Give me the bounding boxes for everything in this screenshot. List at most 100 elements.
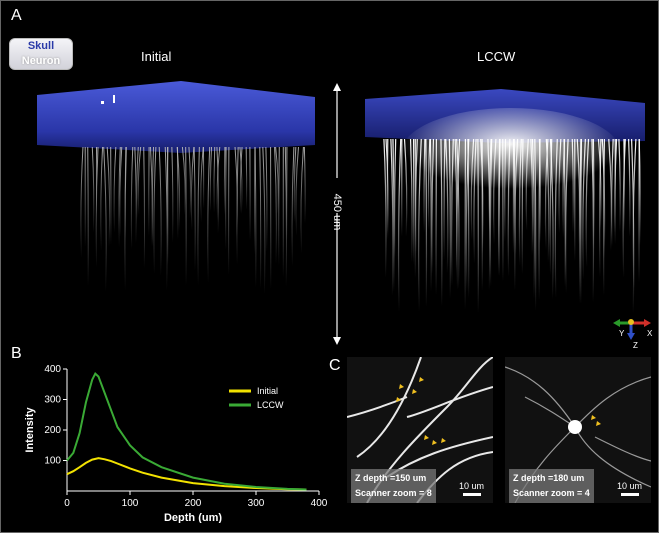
neuron-strand xyxy=(300,146,304,254)
neuron-strand xyxy=(638,138,641,246)
neuron-strand xyxy=(143,146,146,269)
neuron-strand xyxy=(137,146,142,216)
neuron-strand xyxy=(383,138,387,278)
legend-label-initial: Initial xyxy=(257,386,278,396)
neuron-strand xyxy=(80,146,84,258)
initial-volume-svg xyxy=(37,81,315,295)
neuron-strand xyxy=(390,138,394,296)
depth-arrow xyxy=(333,83,341,345)
neuron-strand xyxy=(293,146,297,223)
neuron-strand xyxy=(95,146,99,268)
neuron-strand xyxy=(91,146,95,233)
panel-a-letter: A xyxy=(11,7,22,24)
lccw-title: LCCW xyxy=(477,49,516,64)
axis-z-label: Z xyxy=(633,341,638,349)
neuron-strand xyxy=(632,138,637,289)
inset-right-info: Z depth =180 um Scanner zoom = 4 xyxy=(509,469,594,503)
inset-right-scale-label: 10 um xyxy=(617,481,643,491)
neuron-strand xyxy=(100,146,104,251)
neuron-strand xyxy=(216,146,221,222)
lccw-volume-svg xyxy=(365,89,645,314)
neuron-strand xyxy=(223,146,226,215)
inset-left-info: Z depth =150 um Scanner zoom = 8 xyxy=(351,469,436,503)
neuron-strand xyxy=(295,146,299,236)
neuron-strand xyxy=(166,146,169,237)
neuron-strand xyxy=(239,146,243,214)
axis-y-label: Y xyxy=(619,329,625,338)
initial-title: Initial xyxy=(141,49,172,64)
x-tick-label: 300 xyxy=(248,498,265,509)
neuron-strand xyxy=(236,146,239,265)
neuron-strand xyxy=(254,146,257,288)
neuron-strand xyxy=(303,146,306,224)
neuron-strand xyxy=(278,146,280,266)
legend-neuron: Neuron xyxy=(21,55,61,67)
neuron-strand xyxy=(291,146,295,267)
legend-label-lccw: LCCW xyxy=(257,400,284,410)
axis-x-label: X xyxy=(647,329,653,338)
neuron-strand xyxy=(216,146,219,234)
neuron-strand xyxy=(213,146,216,213)
inset-left-scale-bar xyxy=(463,493,481,496)
neuron-strand xyxy=(259,146,262,289)
inset-right-depth: Z depth =180 um xyxy=(513,473,585,483)
neuron-strand xyxy=(134,146,137,244)
initial-volume-render xyxy=(31,79,321,311)
neuron-strand xyxy=(151,146,155,247)
chart-xlabel: Depth (um) xyxy=(164,512,222,523)
neuron-strand xyxy=(153,146,157,274)
neuron-strand xyxy=(200,146,204,223)
neuron-strand xyxy=(118,146,121,248)
intensity-chart: 0 100 200 300 400 100 200 300 400 Initial LCCW De… xyxy=(24,364,328,523)
neuron-strand xyxy=(197,146,200,286)
neuron-strand xyxy=(171,146,174,243)
y-tick-label: 400 xyxy=(44,364,61,375)
neuron-strand xyxy=(397,138,402,312)
y-tick-label: 200 xyxy=(44,425,61,436)
neuron-strand xyxy=(245,146,248,210)
panel-c-letter: C xyxy=(329,357,341,374)
neuron-strand xyxy=(190,146,195,231)
neuron-strand xyxy=(124,146,127,291)
neuron-strand xyxy=(136,146,139,220)
x-tick-label: 0 xyxy=(64,498,70,509)
legend-skull: Skull xyxy=(27,40,55,52)
neuron-strand xyxy=(265,146,268,252)
neuron-strand xyxy=(188,146,192,219)
x-tick-label: 200 xyxy=(185,498,202,509)
neuron-strand xyxy=(239,146,243,214)
neuron-strand xyxy=(158,146,162,277)
neuron-strand xyxy=(181,146,186,216)
neuron-strand xyxy=(274,146,277,265)
neuron-strand xyxy=(103,146,107,292)
neuron-strand xyxy=(209,146,213,212)
neuron-strand xyxy=(392,138,395,292)
neuron-strand xyxy=(119,146,123,237)
series-line-lccw xyxy=(66,371,307,491)
neuron-strand xyxy=(622,138,626,278)
inset-left-zoom: Scanner zoom = 8 xyxy=(355,488,432,498)
neuron-strand xyxy=(106,146,111,247)
neuron-strand xyxy=(394,138,397,258)
y-tick-label: 300 xyxy=(44,395,61,406)
chart-ylabel: Intensity xyxy=(24,407,36,453)
neuron-strand xyxy=(113,146,117,233)
inset-left-scale-label: 10 um xyxy=(459,481,485,491)
y-tick-label: 100 xyxy=(44,456,61,467)
lccw-volume-render xyxy=(361,83,651,323)
neuron-strand xyxy=(207,146,211,283)
inset-right-dendrites xyxy=(505,366,651,503)
x-tick-label: 100 xyxy=(122,498,139,509)
neuron-strand xyxy=(193,146,196,271)
orientation-axes-icon: Y X Z xyxy=(613,319,653,349)
inset-left-image: Z depth =150 um Scanner zoom = 8 10 um xyxy=(347,357,493,503)
neuron-strand xyxy=(628,138,631,237)
neuron-strand xyxy=(130,146,134,250)
neuron-strand xyxy=(262,146,266,295)
panel-b-letter: B xyxy=(11,345,22,362)
x-tick-label: 400 xyxy=(311,498,328,509)
inset-right-scale-bar xyxy=(621,493,639,496)
inset-left-depth: Z depth =150 um xyxy=(355,473,427,483)
channel-legend: Skull Neuron xyxy=(9,38,73,70)
